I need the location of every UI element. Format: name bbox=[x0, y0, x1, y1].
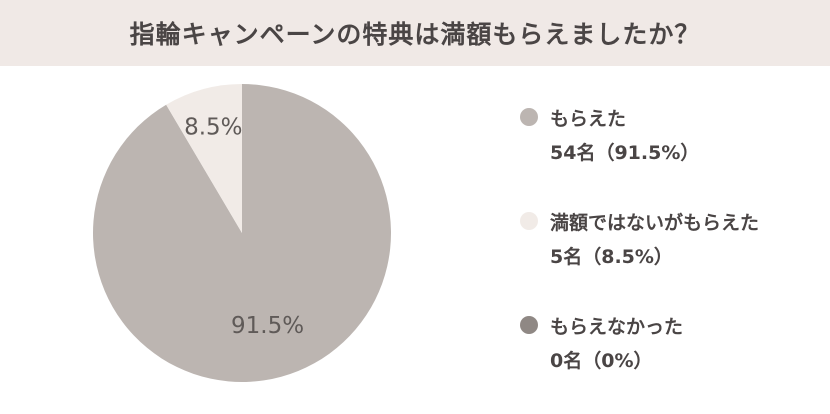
legend-value-not-received: 0名（0%） bbox=[550, 350, 653, 372]
legend-label-received: もらえた bbox=[550, 108, 627, 130]
pie-label-0: 91.5% bbox=[231, 313, 304, 339]
legend-swatch-partial bbox=[520, 212, 538, 230]
legend-item-partial: 満額ではないがもらえた 5名（8.5%） bbox=[520, 206, 820, 310]
legend-label-partial: 満額ではないがもらえた bbox=[550, 212, 760, 234]
legend: もらえた 54名（91.5%） 満額ではないがもらえた 5名（8.5%） もらえ… bbox=[520, 102, 820, 414]
legend-swatch-not-received bbox=[520, 316, 538, 334]
chart-title: 指輪キャンペーンの特典は満額もらえましたか？ bbox=[129, 20, 701, 49]
legend-label-not-received: もらえなかった bbox=[550, 316, 684, 338]
pie-label-1: 8.5% bbox=[184, 115, 242, 141]
pie-chart: 91.5% 8.5% bbox=[92, 83, 392, 383]
legend-value-partial: 5名（8.5%） bbox=[550, 246, 673, 268]
pie-slice-1 bbox=[166, 84, 242, 233]
legend-value-received: 54名（91.5%） bbox=[550, 142, 700, 164]
pie-slice-0 bbox=[92, 84, 392, 382]
legend-swatch-received bbox=[520, 108, 538, 126]
title-bar: 指輪キャンペーンの特典は満額もらえましたか？ bbox=[0, 0, 830, 66]
legend-item-not-received: もらえなかった 0名（0%） bbox=[520, 310, 820, 414]
pie-svg: 91.5% 8.5% bbox=[92, 84, 392, 382]
legend-item-received: もらえた 54名（91.5%） bbox=[520, 102, 820, 206]
